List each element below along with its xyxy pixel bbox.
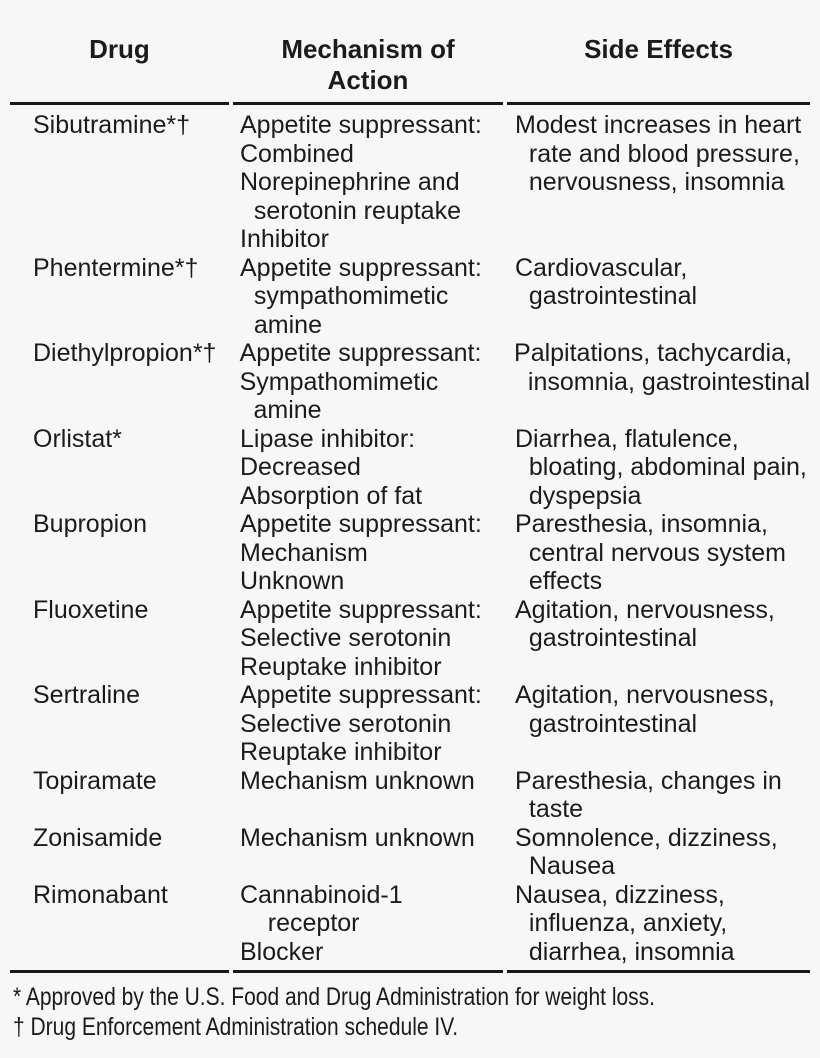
side-effects-cell: Palpitations, tachycardia, insomnia, gas… (514, 339, 810, 396)
mechanism-cell: Appetite suppressant: sympathomimetic am… (240, 253, 482, 339)
table-row: Zonisamide Mechanism unknown Somnolence, d… (10, 824, 810, 881)
drug-name-cell: Diethylpropion*† (33, 339, 217, 367)
rule-segment (10, 970, 229, 973)
table-body: Sibutramine*† Appetite suppressant: Combi… (0, 105, 820, 966)
table-row: Sibutramine*† Appetite suppressant: Combi… (10, 111, 810, 254)
drug-name-cell: Fluoxetine (33, 595, 149, 624)
table-row: Sertraline Appetite suppressant: Selectiv… (10, 681, 810, 767)
table-header-row: Drug Mechanism of Action Side Effects (10, 0, 810, 105)
mechanism-cell: Cannabinoid-1 receptor Blocker (240, 880, 403, 966)
side-effects-cell: Cardiovascular, gastrointestinal (515, 253, 698, 311)
mechanism-cell: Appetite suppressant: Sympathomimetic am… (239, 339, 482, 424)
drug-name-cell: Orlistat* (33, 424, 122, 453)
side-effects-cell: Somnolence, dizziness, Nausea (515, 823, 778, 881)
mechanism-cell: Appetite suppressant: Combined Norepinep… (240, 111, 482, 253)
side-effects-cell: Agitation, nervousness, gastrointestinal (515, 595, 775, 653)
mechanism-cell: Appetite suppressant: Selective serotoni… (240, 595, 482, 681)
table-row: Fluoxetine Appetite suppressant: Selectiv… (10, 596, 810, 682)
table-row: Phentermine*† Appetite suppressant: sympa… (10, 254, 810, 340)
mechanism-cell: Lipase inhibitor: Decreased Absorption o… (240, 424, 423, 510)
side-effects-cell: Diarrhea, flatulence, bloating, abdomina… (515, 424, 807, 510)
table-bottom-rule (10, 970, 810, 973)
drug-name-cell: Bupropion (33, 510, 147, 538)
footnote-dea-schedule: † Drug Enforcement Administration schedu… (13, 1013, 459, 1041)
header-cell-mechanism: Mechanism of Action (233, 34, 503, 105)
table-row: Diethylpropion*† Appetite suppressant: Sy… (10, 339, 810, 425)
drug-name-cell: Sertraline (33, 681, 140, 709)
rule-segment (233, 970, 503, 973)
drug-name-cell: Topiramate (33, 766, 157, 795)
header-cell-drug: Drug (10, 34, 229, 105)
mechanism-cell: Mechanism unknown (240, 766, 475, 795)
drug-name-cell: Sibutramine*† (33, 111, 191, 139)
side-effects-cell: Paresthesia, changes in taste (515, 766, 782, 824)
drug-name-cell: Rimonabant (33, 880, 168, 909)
table-row: Topiramate Mechanism unknown Paresthesia, … (10, 767, 810, 824)
mechanism-cell: Mechanism unknown (240, 823, 475, 852)
rule-segment (507, 970, 810, 973)
mechanism-cell: Appetite suppressant: Selective serotoni… (240, 681, 482, 766)
table-row: Orlistat* Lipase inhibitor: Decreased Abs… (10, 425, 810, 511)
table-row: Bupropion Appetite suppressant: Mechanism… (10, 510, 810, 596)
side-effects-cell: Agitation, nervousness, gastrointestinal (515, 681, 775, 738)
side-effects-cell: Paresthesia, insomnia, central nervous s… (515, 510, 786, 595)
side-effects-cell: Nausea, dizziness, influenza, anxiety, d… (515, 880, 735, 966)
header-cell-side-effects: Side Effects (507, 34, 810, 105)
drug-name-cell: Zonisamide (33, 823, 163, 852)
side-effects-cell: Modest increases in heart rate and blood… (515, 111, 802, 196)
footnote-fda-approval: * Approved by the U.S. Food and Drug Adm… (13, 983, 656, 1011)
table-row: Rimonabant Cannabinoid-1 receptor Blocker… (10, 881, 810, 967)
footnotes: * Approved by the U.S. Food and Drug Adm… (13, 982, 820, 1042)
drug-name-cell: Phentermine*† (33, 253, 199, 282)
mechanism-cell: Appetite suppressant: Mechanism Unknown (240, 510, 482, 595)
